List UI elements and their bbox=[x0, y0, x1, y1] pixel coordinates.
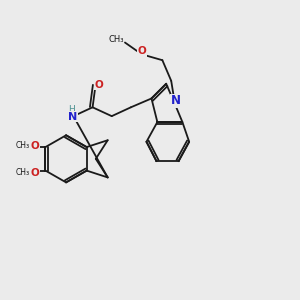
Text: H: H bbox=[69, 105, 75, 114]
Text: N: N bbox=[171, 94, 181, 107]
Text: O: O bbox=[31, 141, 40, 151]
Text: CH₃: CH₃ bbox=[108, 35, 124, 44]
Text: CH₃: CH₃ bbox=[16, 141, 30, 150]
Text: CH₃: CH₃ bbox=[16, 169, 30, 178]
Text: O: O bbox=[95, 80, 103, 90]
Text: O: O bbox=[137, 46, 146, 56]
Text: N: N bbox=[68, 112, 77, 122]
Text: O: O bbox=[31, 168, 40, 178]
